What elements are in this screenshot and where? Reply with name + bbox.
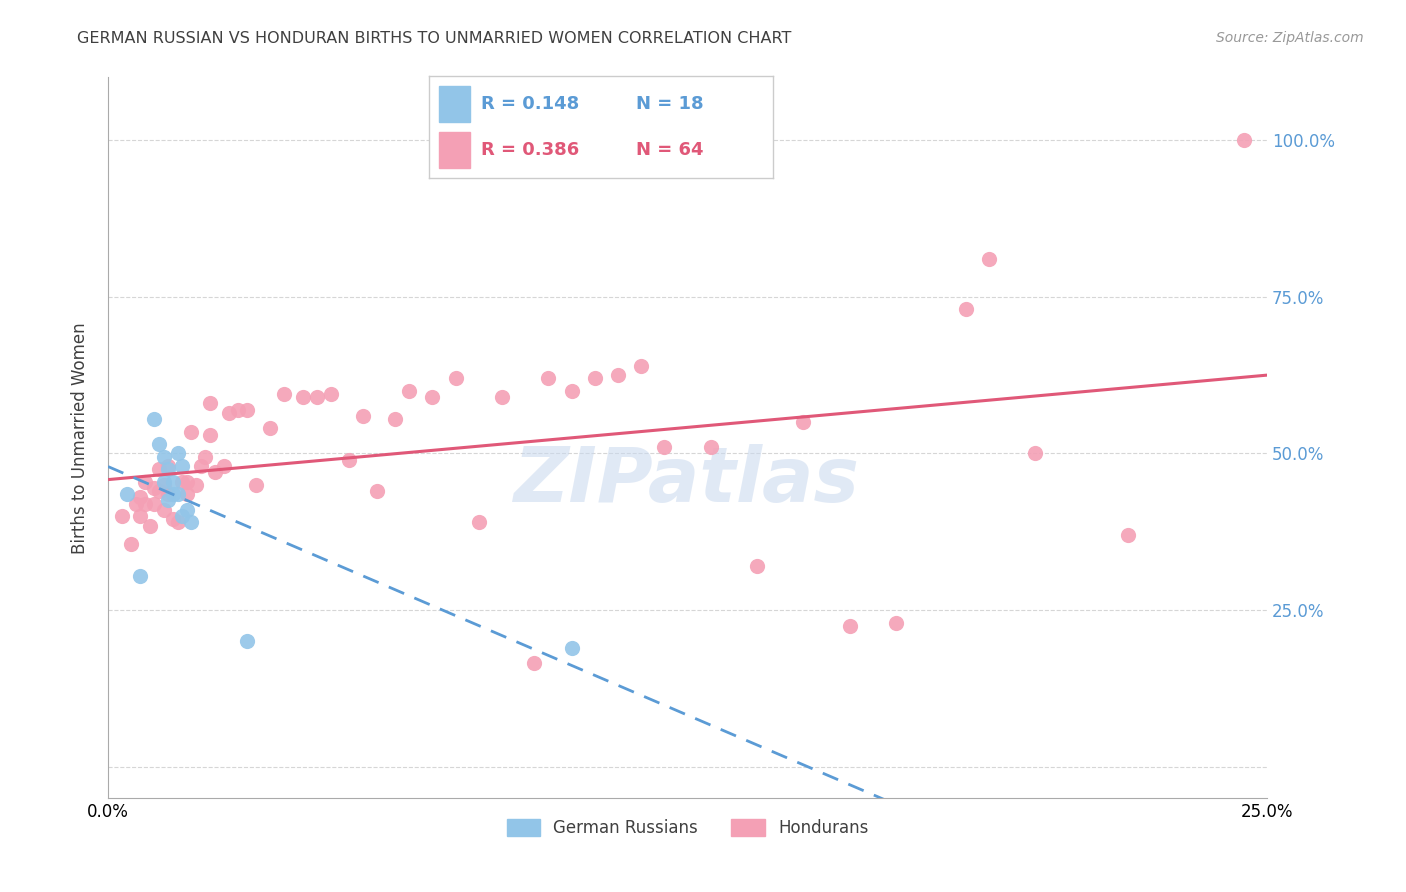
Bar — [439, 87, 470, 122]
Point — [305, 390, 328, 404]
Text: R = 0.386: R = 0.386 — [481, 141, 579, 159]
Point — [218, 406, 240, 420]
Point — [143, 481, 166, 495]
Point — [184, 477, 207, 491]
Point — [245, 477, 267, 491]
Point — [115, 487, 138, 501]
Point — [166, 487, 188, 501]
Point — [422, 390, 444, 404]
Point — [1233, 133, 1256, 147]
Point — [143, 497, 166, 511]
Point — [152, 475, 174, 489]
Point — [444, 371, 467, 385]
Point — [125, 497, 148, 511]
Y-axis label: Births to Unmarried Women: Births to Unmarried Women — [72, 322, 89, 554]
Text: ZIPatlas: ZIPatlas — [515, 444, 860, 518]
Point — [366, 484, 388, 499]
Text: GERMAN RUSSIAN VS HONDURAN BIRTHS TO UNMARRIED WOMEN CORRELATION CHART: GERMAN RUSSIAN VS HONDURAN BIRTHS TO UNM… — [77, 31, 792, 46]
Point — [148, 437, 170, 451]
Point — [352, 409, 374, 423]
Point — [745, 559, 768, 574]
Point — [491, 390, 513, 404]
Point — [212, 458, 235, 473]
Point — [561, 640, 583, 655]
Point — [537, 371, 560, 385]
Point — [838, 619, 860, 633]
Point — [172, 509, 194, 524]
Point — [143, 412, 166, 426]
Point — [236, 402, 259, 417]
Point — [236, 634, 259, 648]
Point — [162, 487, 184, 501]
Point — [157, 458, 180, 473]
Point — [134, 475, 156, 489]
Legend: German Russians, Hondurans: German Russians, Hondurans — [501, 813, 875, 844]
Point — [162, 475, 184, 489]
Point — [176, 475, 198, 489]
Point — [180, 425, 202, 439]
Point — [523, 657, 546, 671]
Point — [148, 484, 170, 499]
Text: Source: ZipAtlas.com: Source: ZipAtlas.com — [1216, 31, 1364, 45]
Point — [176, 503, 198, 517]
Point — [792, 415, 814, 429]
Point — [606, 368, 628, 383]
Point — [198, 427, 221, 442]
Point — [259, 421, 281, 435]
Point — [583, 371, 606, 385]
Point — [148, 462, 170, 476]
Bar — [439, 132, 470, 168]
Point — [129, 568, 152, 582]
Point — [226, 402, 249, 417]
Point — [166, 446, 188, 460]
Point — [291, 390, 314, 404]
Point — [468, 516, 491, 530]
Point — [1024, 446, 1046, 460]
Point — [204, 465, 226, 479]
Text: R = 0.148: R = 0.148 — [481, 95, 579, 113]
Point — [176, 487, 198, 501]
Point — [194, 450, 217, 464]
Point — [699, 440, 721, 454]
Point — [162, 512, 184, 526]
Point — [138, 518, 160, 533]
Point — [157, 487, 180, 501]
Point — [129, 491, 152, 505]
Point — [884, 615, 907, 630]
Text: N = 64: N = 64 — [636, 141, 703, 159]
Point — [630, 359, 652, 373]
Point — [172, 458, 194, 473]
Point — [319, 387, 342, 401]
Point — [157, 462, 180, 476]
Point — [172, 475, 194, 489]
Point — [120, 537, 142, 551]
Point — [652, 440, 675, 454]
Point — [1116, 528, 1139, 542]
Point — [180, 516, 202, 530]
Text: N = 18: N = 18 — [636, 95, 703, 113]
Point — [198, 396, 221, 410]
Point — [152, 477, 174, 491]
Point — [337, 452, 360, 467]
Point — [134, 497, 156, 511]
Point — [977, 252, 1000, 267]
Point — [561, 384, 583, 398]
Point — [157, 493, 180, 508]
Point — [111, 509, 134, 524]
Point — [129, 509, 152, 524]
Point — [152, 450, 174, 464]
Point — [190, 458, 212, 473]
Point — [384, 412, 406, 426]
Point — [166, 516, 188, 530]
Point — [955, 302, 977, 317]
Point — [152, 503, 174, 517]
Point — [273, 387, 295, 401]
Point — [398, 384, 420, 398]
